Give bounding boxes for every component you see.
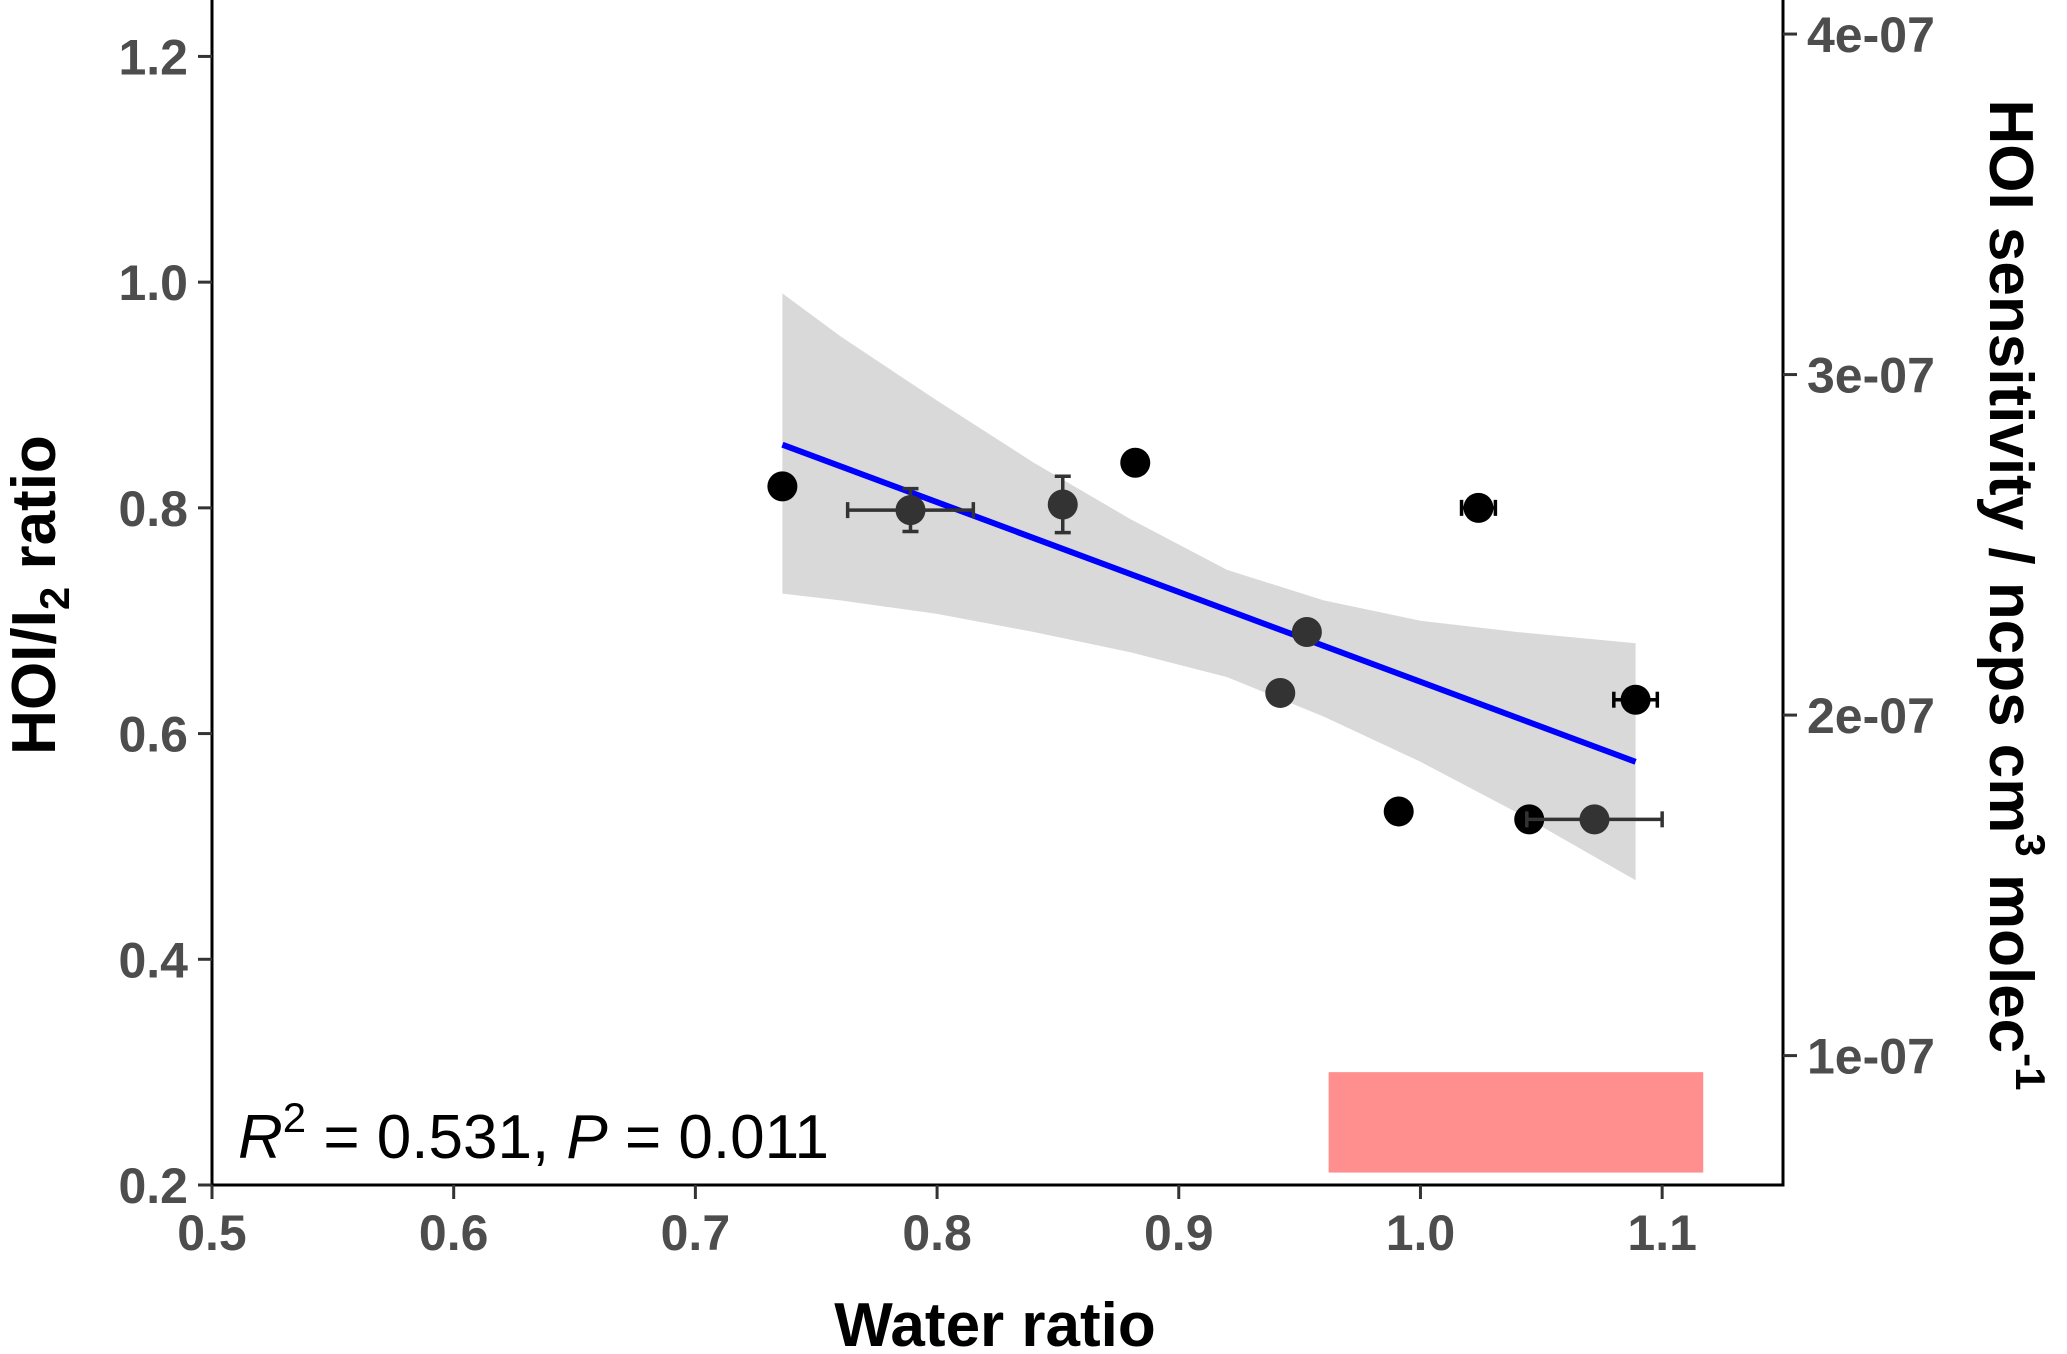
highlight-box-layer (1328, 1072, 1704, 1173)
y2-tick-label: 4e-07 (1807, 7, 1935, 63)
x-tick-label: 1.0 (1386, 1205, 1456, 1261)
y2-axis-title-sup: 3 (2007, 833, 2054, 856)
y2-axis-title-rest: molec (1976, 857, 2045, 1053)
x-tick-label: 0.8 (902, 1205, 972, 1261)
y-tick-label: 0.4 (118, 932, 188, 988)
data-point-group (1265, 677, 1296, 708)
data-point (1463, 492, 1494, 523)
data-point-group (1525, 804, 1664, 835)
data-point-group (1383, 796, 1414, 827)
x-tick-label: 0.6 (419, 1205, 489, 1261)
data-point (1291, 617, 1322, 647)
y-axis-title: HOI/I2 ratio (0, 435, 78, 755)
y2-axis-title: HOI sensitivity / ncps cm3 molec-1 (1976, 99, 2054, 1090)
y-axis-title-main: HOI/I (0, 610, 69, 755)
y-axis-title-sub: 2 (31, 587, 78, 610)
r-superscript: 2 (283, 1094, 306, 1141)
y-tick-label: 1.2 (118, 29, 188, 85)
data-point (1579, 804, 1610, 835)
stat-annotation: R2 = 0.531, P = 0.011 (238, 1094, 829, 1172)
p-value-text: = 0.011 (608, 1103, 829, 1172)
axes-layer (210, 0, 1785, 1187)
data-point (1383, 796, 1414, 827)
y-tick-label: 0.8 (118, 481, 188, 537)
data-point (1120, 447, 1151, 478)
data-point-group (1120, 447, 1151, 478)
data-point (895, 495, 926, 526)
y-tick-label: 0.2 (118, 1158, 188, 1214)
x-tick-label: 1.1 (1627, 1205, 1697, 1261)
data-point (1265, 677, 1296, 708)
data-point-group (1291, 617, 1322, 647)
r-value-text: = 0.531, (306, 1103, 566, 1172)
data-point-group (1612, 684, 1660, 715)
y-tick-label: 0.6 (118, 707, 188, 763)
fit-line-layer (781, 441, 1637, 765)
confidence-band (782, 293, 1636, 881)
confidence-band-layer (782, 293, 1636, 881)
r-symbol: R (238, 1103, 283, 1172)
y2-axis-title-main: HOI sensitivity / ncps cm (1976, 99, 2045, 833)
data-point (1047, 489, 1078, 520)
y2-tick-label: 1e-07 (1807, 1029, 1935, 1085)
x-axis-title: Water ratio (834, 1291, 1156, 1354)
data-point (767, 471, 798, 502)
x-tick-label: 0.5 (177, 1205, 247, 1261)
x-tick-label: 0.9 (1144, 1205, 1214, 1261)
p-symbol: P (566, 1103, 607, 1172)
data-point-group (845, 486, 976, 534)
points-layer (767, 447, 1664, 835)
y-tick-label: 1.0 (118, 255, 188, 311)
data-point-group (767, 471, 798, 502)
y2-tick-label: 3e-07 (1807, 348, 1935, 404)
data-point (1620, 684, 1651, 715)
regression-line (781, 441, 1637, 765)
y-axis-title-rest: ratio (0, 435, 69, 587)
y2-tick-label: 2e-07 (1807, 688, 1935, 744)
data-point-group (1459, 492, 1498, 523)
ticks-layer: 0.5 0.6 0.7 0.8 0.9 1.0 1.1 0.2 0.4 0.6 0.8 1.0 1.2 1… (118, 7, 1934, 1261)
x-tick-label: 0.7 (661, 1205, 731, 1261)
y2-axis-title-sup2: -1 (2007, 1053, 2054, 1090)
data-point-group (1047, 474, 1078, 535)
highlight-box (1328, 1072, 1704, 1173)
